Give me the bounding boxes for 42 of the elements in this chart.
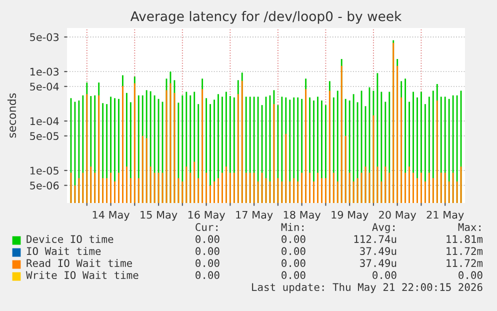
x-tick-label: 20 May [379, 210, 416, 221]
text: 0.00 [282, 271, 306, 280]
y-tick-label: 5e-05 [30, 132, 58, 140]
x-tick-label: 17 May [236, 210, 273, 221]
text: 112.74u [354, 235, 396, 244]
legend-label: Device IO time [26, 234, 114, 244]
x-tick-label: 14 May [92, 210, 130, 221]
y-axis-title: seconds [7, 93, 16, 138]
x-tick-label: 15 May [140, 210, 178, 221]
y-tick-label: 5e-03 [30, 33, 59, 42]
text: Cur: [196, 223, 218, 232]
text: Avg: [372, 223, 394, 234]
x-tick-label: 16 May [188, 210, 226, 221]
text: 11.81m [446, 235, 483, 244]
y-tick-label: 1e-05 [30, 166, 58, 175]
text: 0.00 [282, 235, 306, 244]
text: 0.00 [196, 247, 220, 256]
text: Last update: Thu May 21 22:00:15 2026 [252, 282, 482, 294]
legend-label: Write IO Wait time [26, 270, 138, 280]
text: 0.00 [196, 271, 220, 280]
text: 37.49u [360, 259, 396, 268]
text: Min: [281, 222, 304, 231]
x-tick-label: 19 May [332, 210, 368, 221]
text: 0.00 [282, 259, 306, 268]
text: 37.49u [360, 247, 396, 256]
y-tick-label: 5e-06 [30, 182, 59, 190]
x-tick-label: 18 May [284, 210, 321, 221]
x-tick-label: 21 May [426, 210, 464, 221]
text: Max: [458, 223, 480, 232]
chart-title: Average latency for /dev/loop0 - by week [130, 11, 402, 24]
text: 11.72m [446, 259, 483, 267]
y-tick-label: 1e-04 [30, 117, 59, 126]
text: 0.00 [196, 259, 220, 268]
y-tick-label: 5e-04 [30, 82, 59, 91]
text: 0.00 [372, 271, 396, 280]
legend-label: IO Wait time [27, 246, 101, 256]
text: 0.00 [196, 235, 220, 244]
y-tick-label: 1e-03 [30, 68, 59, 76]
text: 11.72m [446, 247, 483, 255]
text: 0.00 [458, 271, 482, 280]
text: 0.00 [282, 247, 306, 256]
legend-label: Read IO Wait time [26, 258, 132, 268]
